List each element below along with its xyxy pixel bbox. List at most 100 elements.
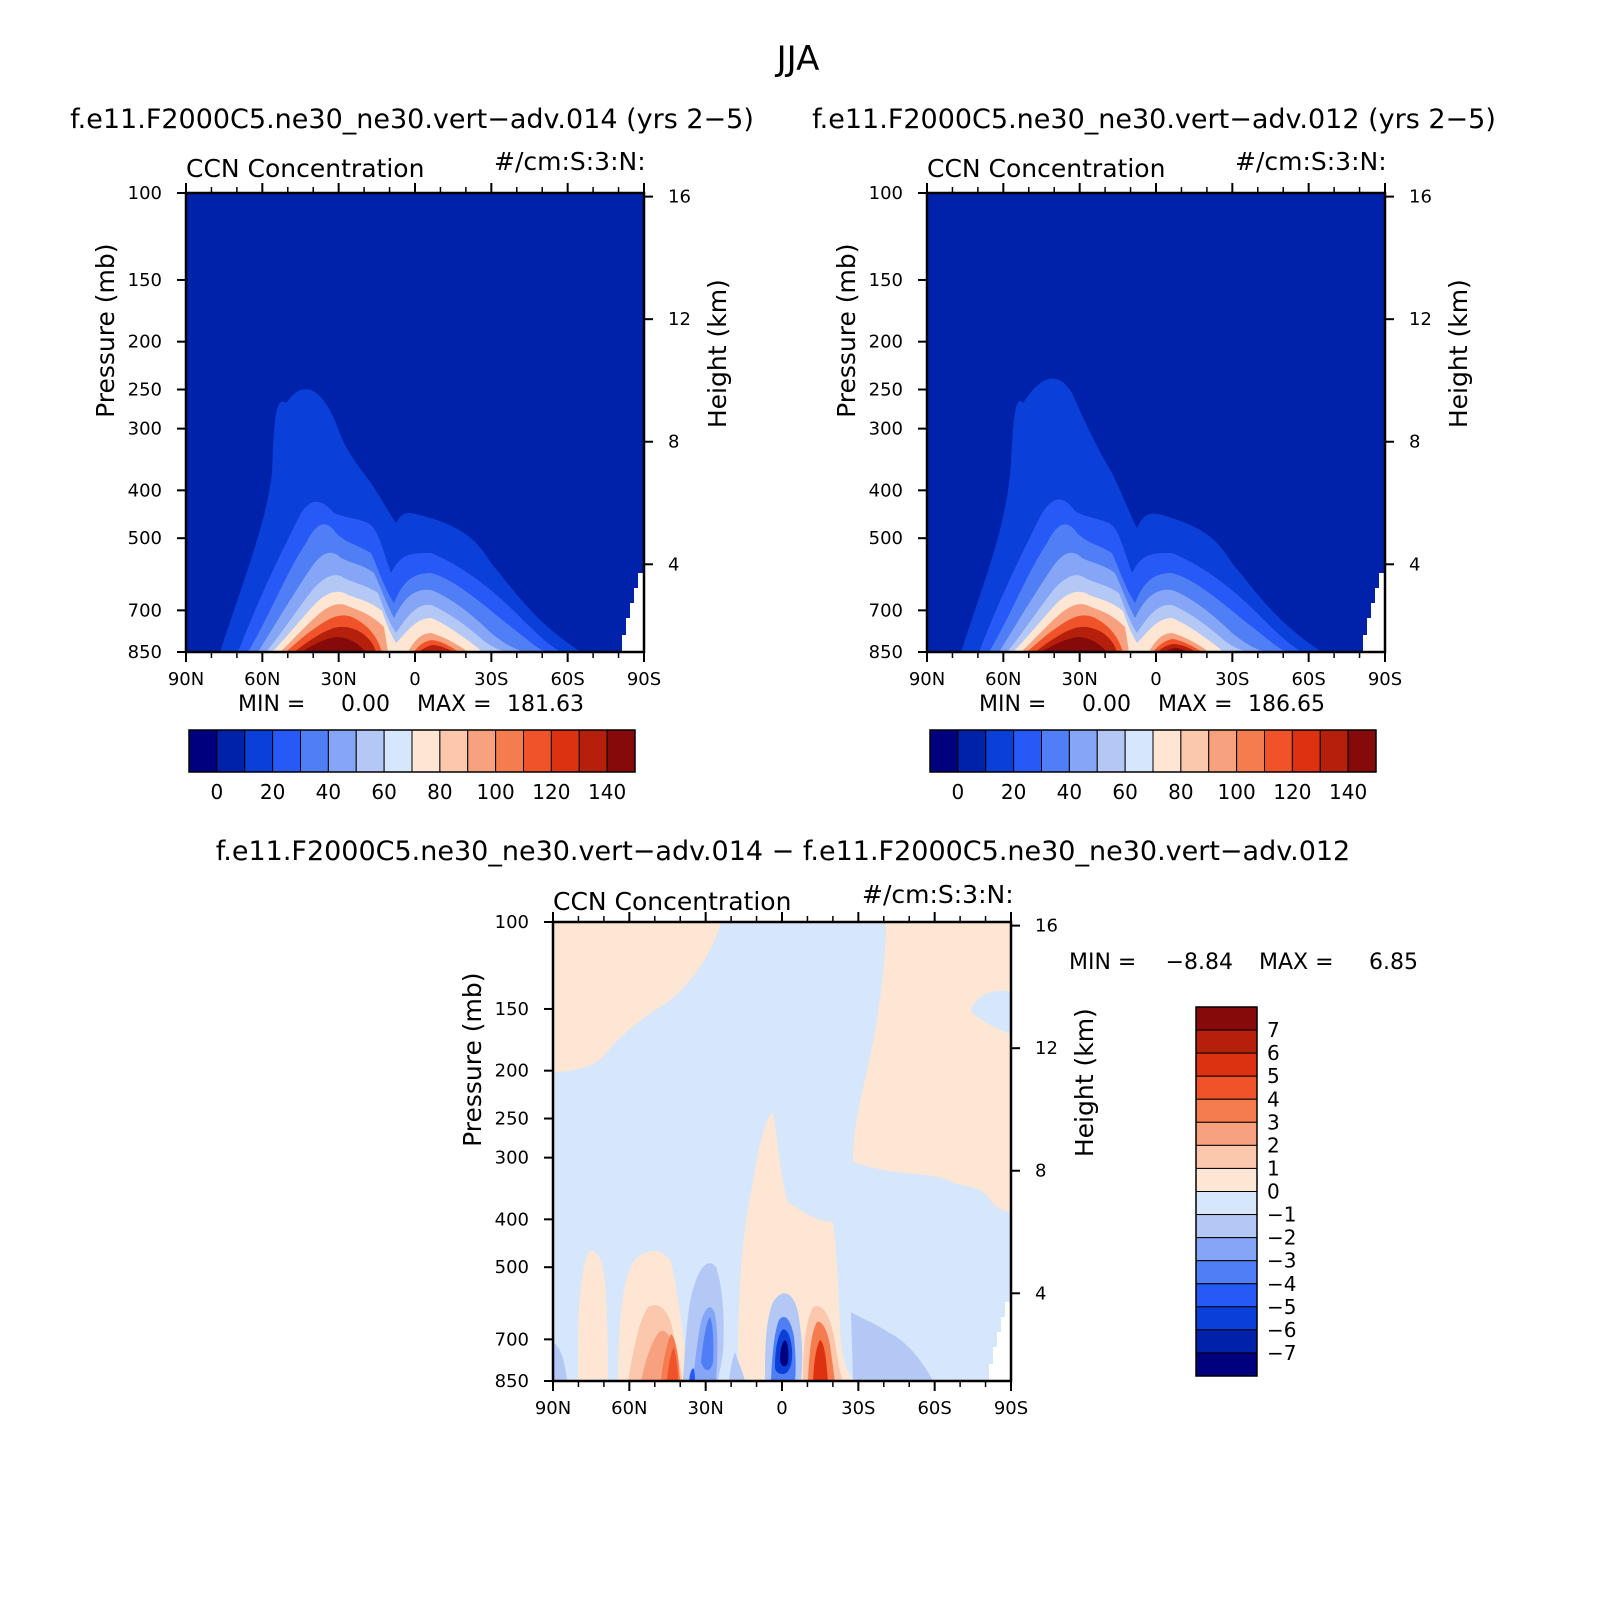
units-label: #/cm:S:3:N: — [1235, 147, 1387, 176]
min-label: MIN = — [1069, 950, 1136, 975]
lat-tick-label: 60N — [985, 669, 1021, 690]
pressure-tick-label: 850 — [495, 1371, 529, 1392]
panel-case-012: f.e11.F2000C5.ne30_ne30.vert−adv.012 (yr… — [812, 104, 1496, 804]
colorbar-swatch — [1195, 1144, 1258, 1169]
pressure-tick-label: 500 — [869, 528, 903, 549]
height-tick-label: 16 — [1035, 916, 1058, 937]
colorbar-label: −5 — [1267, 1295, 1296, 1319]
colorbar-swatch — [1041, 729, 1070, 773]
height-tick-label: 4 — [668, 554, 679, 575]
min-value: 0.00 — [341, 692, 390, 717]
pressure-tick-label: 200 — [869, 332, 903, 353]
colorbar-frame — [1195, 1006, 1258, 1377]
variable-label: CCN Concentration — [553, 887, 791, 916]
height-tick-label: 16 — [668, 187, 691, 208]
colorbar-label: 3 — [1267, 1110, 1280, 1134]
panel-difference: f.e11.F2000C5.ne30_ne30.vert−adv.014 − f… — [216, 836, 1418, 1419]
contour-positive-nh-lower-a — [578, 1251, 608, 1381]
lat-tick-label: 90N — [909, 669, 945, 690]
height-tick-label: 8 — [668, 432, 679, 453]
pressure-tick-label: 400 — [869, 480, 903, 501]
colorbar-label: −6 — [1267, 1318, 1296, 1342]
pressure-axis-title: Pressure (mb) — [91, 243, 120, 417]
contour-positive-5 — [667, 1347, 678, 1381]
colorbar-swatch — [1347, 729, 1377, 773]
colorbar-swatch — [411, 729, 441, 773]
min-label: MIN = — [979, 692, 1046, 717]
max-label: MAX = — [1259, 950, 1334, 975]
contour-negative-nh-edge — [553, 1342, 567, 1381]
contour-negative-eq-7 — [780, 1340, 789, 1367]
colorbar-swatch — [1195, 1283, 1258, 1308]
pressure-tick-label: 850 — [869, 642, 903, 663]
max-value: 186.65 — [1248, 692, 1325, 717]
axes-ticks: 100 150 200 250 300 400 500 700 850 16 12 8 4 90N 60N 3… — [91, 183, 732, 690]
colorbar-label: 120 — [1273, 780, 1311, 804]
pressure-tick-label: 700 — [128, 600, 162, 621]
colorbar-label: −7 — [1267, 1341, 1296, 1365]
colorbar-swatch — [188, 729, 218, 773]
pressure-tick-label: 400 — [128, 480, 162, 501]
colorbar-frame — [188, 729, 636, 773]
colorbar-swatch — [1195, 1121, 1258, 1146]
colorbar-label: −3 — [1267, 1249, 1296, 1273]
colorbar-label: 140 — [1329, 780, 1367, 804]
colorbar-label: 80 — [1168, 780, 1193, 804]
lat-tick-label: 60S — [550, 669, 584, 690]
pressure-tick-label: 100 — [495, 912, 529, 933]
pressure-tick-label: 400 — [495, 1209, 529, 1230]
colorbar-label: 1 — [1267, 1156, 1280, 1180]
colorbar-label: 80 — [427, 780, 452, 804]
variable-label: CCN Concentration — [927, 154, 1165, 183]
colorbar-swatch — [1195, 1329, 1258, 1354]
contour-plot: 100 150 200 250 300 400 500 700 850 16 12 8 4 90N 60N 3… — [832, 183, 1473, 690]
colorbar-swatch — [244, 729, 274, 773]
height-tick-label: 16 — [1409, 187, 1432, 208]
height-tick-label: 8 — [1409, 432, 1420, 453]
contour-level-140 — [302, 637, 366, 652]
pressure-tick-label: 300 — [869, 419, 903, 440]
lat-tick-label: 30N — [320, 669, 356, 690]
colorbar-swatch — [1195, 1191, 1258, 1216]
pressure-tick-label: 300 — [128, 419, 162, 440]
colorbar: 0 20 40 60 80 100 120 140 — [188, 729, 636, 804]
colorbar-swatch — [216, 729, 246, 773]
colorbar-swatch — [550, 729, 580, 773]
colorbar-label: 60 — [371, 780, 396, 804]
colorbar-label: 0 — [952, 780, 965, 804]
case-title: f.e11.F2000C5.ne30_ne30.vert−adv.014 (yr… — [70, 104, 754, 135]
height-tick-label: 4 — [1409, 554, 1420, 575]
height-axis-title: Height (km) — [1070, 1008, 1099, 1157]
colorbar-swatch — [985, 729, 1015, 773]
colorbar-swatch — [578, 729, 608, 773]
pressure-tick-label: 150 — [869, 270, 903, 291]
pressure-tick-label: 700 — [495, 1329, 529, 1350]
missing-data-steps — [989, 1302, 1011, 1381]
colorbar-swatch — [1180, 729, 1210, 773]
colorbar-label: 100 — [477, 780, 515, 804]
case-title: f.e11.F2000C5.ne30_ne30.vert−adv.012 (yr… — [812, 104, 1496, 135]
colorbar-swatch — [1195, 1237, 1258, 1262]
pressure-tick-label: 500 — [495, 1257, 529, 1278]
colorbar: 0 20 40 60 80 100 120 140 — [929, 729, 1377, 804]
colorbar-swatch — [1195, 1167, 1258, 1192]
colorbar-label: 120 — [532, 780, 570, 804]
min-label: MIN = — [238, 692, 305, 717]
pressure-tick-label: 150 — [495, 999, 529, 1020]
colorbar-label: 60 — [1112, 780, 1137, 804]
colorbar-swatch — [439, 729, 469, 773]
lat-tick-label: 90N — [168, 669, 204, 690]
contour-negative-nh-5 — [701, 1317, 714, 1371]
height-axis-title: Height (km) — [703, 279, 732, 428]
colorbar-swatch — [1195, 1098, 1258, 1123]
contour-level-140 — [1041, 637, 1188, 652]
colorbar-label: 100 — [1218, 780, 1256, 804]
height-axis-title: Height (km) — [1444, 279, 1473, 428]
colorbar-label: 140 — [588, 780, 626, 804]
lat-tick-label: 0 — [409, 669, 420, 690]
colorbar-swatch — [272, 729, 301, 773]
lat-tick-label: 30S — [474, 669, 508, 690]
height-tick-label: 8 — [1035, 1161, 1046, 1182]
colorbar-swatch — [300, 729, 329, 773]
